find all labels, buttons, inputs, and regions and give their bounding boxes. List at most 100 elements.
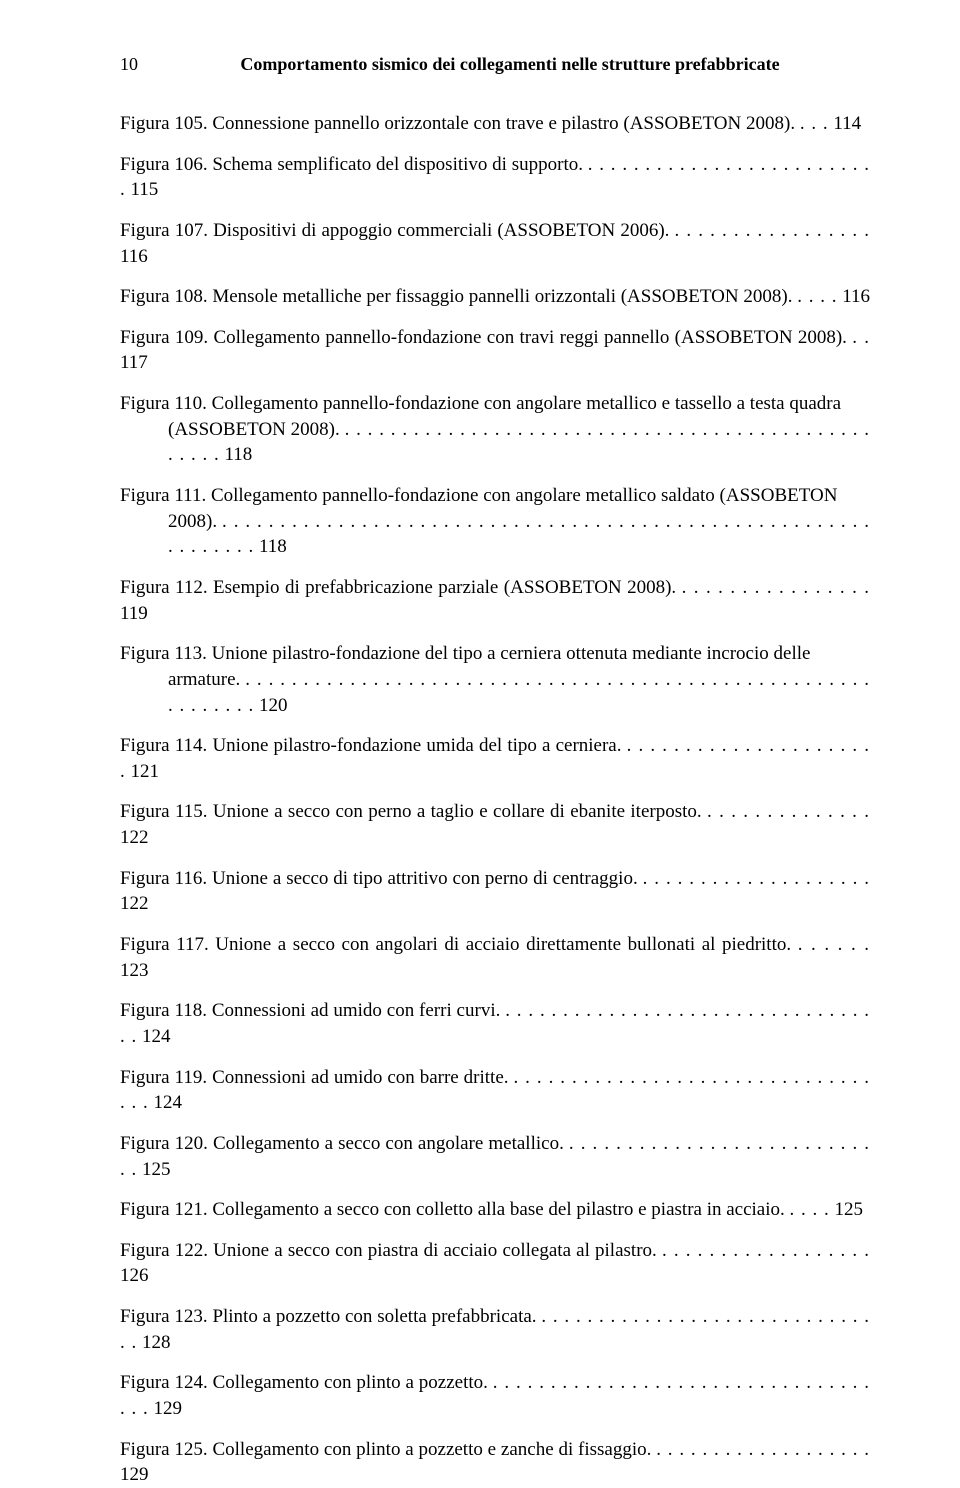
entry-text: Schema semplificato del dispositivo di s… [212,154,583,175]
entry-label: Figura 122. [120,1240,208,1261]
dot-leader: . . . . . . [798,934,870,955]
entry-page: 128 [137,1332,170,1353]
lof-entry: Figura 115. Unione a secco con perno a t… [120,799,870,850]
lof-entry: Figura 106. Schema semplificato del disp… [120,152,870,203]
entry-label: Figura 120. [120,1133,208,1154]
lof-entry: Figura 114. Unione pilastro-fondazione u… [120,733,870,784]
entry-page: 116 [837,286,870,307]
entry-text: Unione pilastro-fondazione del tipo a ce… [212,643,811,664]
page-number: 10 [120,54,150,75]
entry-text: Collegamento con plinto a pozzetto. [213,1372,488,1393]
entry-text: 2008). [168,511,217,532]
entry-page: 120 [254,695,287,716]
dot-leader: . . . . . . . . . . . . . . . . . [675,220,870,241]
lof-entry: Figura 112. Esempio di prefabbricazione … [120,575,870,626]
entry-label: Figura 108. [120,286,208,307]
entry-label: Figura 110. [120,393,207,414]
entry-label: Figura 115. [120,801,208,822]
entry-text: Collegamento a secco con colletto alla b… [212,1199,784,1220]
entry-page: 116 [120,246,148,267]
entry-text: Unione a secco con angolari di acciaio d… [215,934,791,955]
entry-text: Mensole metalliche per fissaggio pannell… [212,286,792,307]
lof-entry: Figura 105. Connessione pannello orizzon… [120,111,870,137]
dot-leader: . . . . [797,286,837,307]
entry-page: 122 [120,827,149,848]
entry-page: 125 [830,1199,863,1220]
entry-text: Collegamento pannello-fondazione con ang… [211,485,837,506]
lof-entry: Figura 107. Dispositivi di appoggio comm… [120,218,870,269]
lof-entry: Figura 108. Mensole metalliche per fissa… [120,284,870,310]
entry-label: Figura 111. [120,485,206,506]
dot-leader: . . [852,327,870,348]
entry-label: Figura 112. [120,577,208,598]
entry-page: 118 [254,536,287,557]
entry-label: Figura 125. [120,1439,208,1460]
entry-page: 123 [120,960,149,981]
entry-text: (ASSOBETON 2008). [168,419,340,440]
entry-label: Figura 119. [120,1067,207,1088]
dot-leader: . . . . . . . . . . . . . . . . . . [662,1240,870,1261]
entry-text: Collegamento a secco con angolare metall… [213,1133,564,1154]
lof-entry: Figura 113. Unione pilastro-fondazione d… [120,641,870,718]
entry-text: Plinto a pozzetto con soletta prefabbric… [212,1306,536,1327]
lof-entry: Figura 124. Collegamento con plinto a po… [120,1370,870,1421]
entry-page: 118 [220,444,253,465]
entry-label: Figura 113. [120,643,207,664]
entry-page: 126 [120,1265,149,1286]
entry-continuation: armature. . . . . . . . . . . . . . . . … [120,667,870,718]
entry-page: 117 [120,352,148,373]
entry-text: armature. [168,669,240,690]
entry-continuation: (ASSOBETON 2008). . . . . . . . . . . . … [120,417,870,468]
lof-entry: Figura 122. Unione a secco con piastra d… [120,1238,870,1289]
entry-page: 129 [149,1398,182,1419]
lof-entry: Figura 109. Collegamento pannello-fondaz… [120,325,870,376]
entry-text: Unione a secco con perno a taglio e coll… [213,801,702,822]
entry-text: Connessione pannello orizzontale con tra… [212,113,795,134]
page: 10 Comportamento sismico dei collegament… [0,0,960,1472]
entry-text: Collegamento con plinto a pozzetto e zan… [212,1439,651,1460]
entry-page: 122 [120,893,149,914]
entry-text: Connessioni ad umido con ferri curvi. [212,1000,501,1021]
dot-leader: . . . [800,113,829,134]
entry-text: Unione a secco con piastra di acciaio co… [213,1240,657,1261]
lof-entry: Figura 125. Collegamento con plinto a po… [120,1437,870,1488]
dot-leader: . . . . . . . . . . . . . . [707,801,870,822]
dot-leader: . . . . [790,1199,830,1220]
entry-label: Figura 123. [120,1306,208,1327]
entry-label: Figura 109. [120,327,208,348]
entry-text: Collegamento pannello-fondazione con tra… [213,327,846,348]
entry-label: Figura 116. [120,868,207,889]
lof-entry: Figura 110. Collegamento pannello-fondaz… [120,391,870,468]
lof-entry: Figura 117. Unione a secco con angolari … [120,932,870,983]
entry-page: 114 [829,113,862,134]
lof-entry: Figura 121. Collegamento a secco con col… [120,1197,870,1223]
entry-label: Figura 117. [120,934,209,955]
lof-entry: Figura 120. Collegamento a secco con ang… [120,1131,870,1182]
list-of-figures: Figura 105. Connessione pannello orizzon… [120,111,870,1488]
entry-label: Figura 118. [120,1000,207,1021]
dot-leader: . . . . . . . . . . . . . . . . . . . . [643,868,870,889]
entry-label: Figura 105. [120,113,208,134]
lof-entry: Figura 111. Collegamento pannello-fondaz… [120,483,870,560]
entry-continuation: 2008). . . . . . . . . . . . . . . . . .… [120,509,870,560]
entry-label: Figura 121. [120,1199,208,1220]
entry-label: Figura 107. [120,220,208,241]
entry-page: 115 [126,179,159,200]
lof-entry: Figura 123. Plinto a pozzetto con solett… [120,1304,870,1355]
lof-entry: Figura 116. Unione a secco di tipo attri… [120,866,870,917]
entry-text: Unione pilastro-fondazione umida del tip… [212,735,621,756]
entry-page: 124 [137,1026,170,1047]
entry-label: Figura 106. [120,154,208,175]
entry-text: Connessioni ad umido con barre dritte. [212,1067,508,1088]
entry-page: 119 [120,603,148,624]
entry-page: 124 [149,1092,182,1113]
dot-leader: . . . . . . . . . . . . . . . . [682,577,870,598]
entry-text: Esempio di prefabbricazione parziale (AS… [213,577,676,598]
entry-page: 121 [126,761,159,782]
running-title: Comportamento sismico dei collegamenti n… [150,54,870,75]
entry-label: Figura 124. [120,1372,208,1393]
running-header: 10 Comportamento sismico dei collegament… [120,54,870,75]
entry-text: Dispositivi di appoggio commerciali (ASS… [213,220,669,241]
lof-entry: Figura 118. Connessioni ad umido con fer… [120,998,870,1049]
entry-text: Unione a secco di tipo attritivo con per… [212,868,638,889]
